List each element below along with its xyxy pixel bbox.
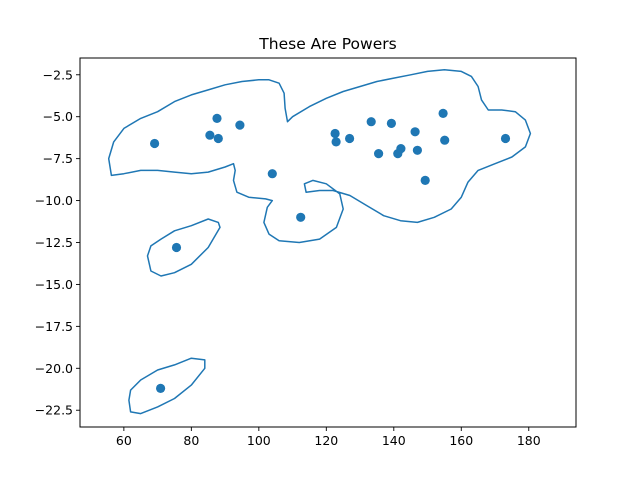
scatter-point <box>212 113 222 123</box>
scatter-point <box>500 133 511 144</box>
scatter-point <box>410 127 420 137</box>
scatter-point <box>156 383 166 393</box>
scatter-point <box>150 138 160 149</box>
contour-line-3 <box>128 357 206 415</box>
scatter-point <box>235 120 245 130</box>
x-tick-label: 180 <box>517 433 541 448</box>
x-tick-label: 140 <box>382 433 406 448</box>
scatter-point <box>374 149 384 159</box>
y-tick-label: −22.5 <box>35 403 73 418</box>
scatter-point <box>330 128 340 139</box>
scatter-point <box>267 169 277 179</box>
scatter-point <box>396 144 406 154</box>
scatter-point <box>412 145 422 155</box>
scatter-points <box>150 108 511 393</box>
plot-area <box>80 58 576 427</box>
scatter-point <box>205 130 215 140</box>
scatter-point <box>331 137 341 147</box>
x-tick-label: 120 <box>314 433 338 448</box>
contour-lines <box>107 68 532 415</box>
scatter-point <box>296 212 306 222</box>
y-tick-label: −2.5 <box>43 67 73 82</box>
scatter-point <box>440 135 450 145</box>
x-tick-label: 80 <box>183 433 199 448</box>
scatter-point <box>345 133 355 144</box>
contour-line-1 <box>107 68 532 244</box>
contour-line-2 <box>146 218 221 277</box>
x-tick-label: 100 <box>247 433 271 448</box>
y-tick-label: −17.5 <box>35 319 73 334</box>
y-tick-label: −20.0 <box>35 361 73 376</box>
y-tick-label: −12.5 <box>35 235 73 250</box>
scatter-point <box>438 108 448 118</box>
x-axis: 60 80 100 120 140 160 180 <box>116 427 541 448</box>
scatter-point <box>420 175 430 185</box>
y-tick-label: −15.0 <box>35 277 73 292</box>
y-axis: −2.5 −5.0 −7.5 −10.0 −12.5 −15.0 −17.5 −20.0 −22… <box>35 67 80 418</box>
x-tick-label: 160 <box>449 433 473 448</box>
scatter-point <box>213 133 223 144</box>
chart-title: These Are Powers <box>258 35 396 53</box>
y-tick-label: −5.0 <box>43 109 73 124</box>
scatter-point <box>171 242 182 253</box>
scatter-point <box>366 117 376 127</box>
y-tick-label: −7.5 <box>43 151 73 166</box>
y-tick-label: −10.0 <box>35 193 73 208</box>
scatter-point <box>386 118 396 128</box>
x-tick-label: 60 <box>116 433 132 448</box>
